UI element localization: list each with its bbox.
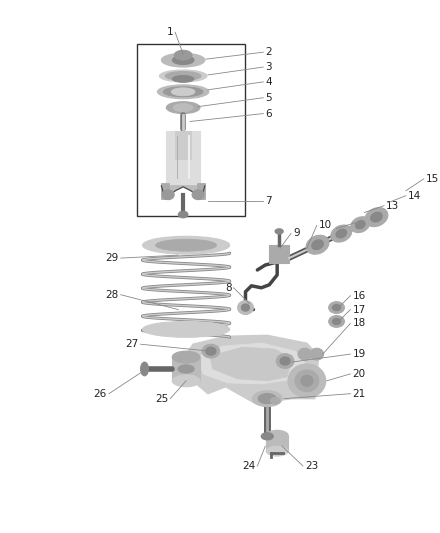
Ellipse shape	[166, 102, 200, 114]
Ellipse shape	[356, 221, 365, 229]
Text: 16: 16	[352, 290, 366, 301]
Text: 25: 25	[155, 394, 168, 403]
Ellipse shape	[301, 375, 313, 386]
Ellipse shape	[158, 85, 209, 99]
Text: 20: 20	[352, 369, 366, 379]
Bar	[166, 131, 200, 186]
Ellipse shape	[159, 70, 207, 82]
Ellipse shape	[288, 364, 326, 398]
Bar	[266, 435, 288, 451]
Ellipse shape	[206, 347, 216, 355]
Ellipse shape	[178, 365, 194, 373]
Ellipse shape	[280, 357, 290, 365]
Polygon shape	[181, 335, 319, 403]
Text: 13: 13	[386, 200, 400, 211]
Ellipse shape	[172, 351, 200, 363]
Ellipse shape	[310, 348, 324, 360]
Ellipse shape	[336, 229, 347, 238]
Ellipse shape	[351, 217, 370, 232]
Bar	[175, 131, 191, 159]
Polygon shape	[210, 347, 292, 381]
Ellipse shape	[276, 353, 294, 368]
Bar	[269, 245, 289, 263]
Ellipse shape	[329, 302, 345, 313]
Ellipse shape	[242, 304, 249, 311]
Ellipse shape	[172, 375, 200, 387]
Ellipse shape	[371, 212, 382, 222]
Ellipse shape	[143, 321, 230, 337]
Ellipse shape	[173, 103, 193, 111]
Ellipse shape	[333, 319, 341, 325]
Text: 7: 7	[265, 196, 272, 206]
Text: 28: 28	[106, 290, 119, 300]
Ellipse shape	[156, 239, 216, 251]
Ellipse shape	[171, 88, 195, 96]
Ellipse shape	[174, 50, 192, 60]
Bar	[197, 183, 205, 199]
Text: 24: 24	[242, 461, 255, 471]
Ellipse shape	[172, 55, 194, 64]
Ellipse shape	[275, 229, 283, 234]
Text: 19: 19	[352, 349, 366, 359]
Text: 1: 1	[167, 27, 173, 37]
Text: 4: 4	[265, 77, 272, 87]
Text: 23: 23	[305, 461, 318, 471]
Ellipse shape	[165, 71, 201, 80]
Text: 21: 21	[352, 389, 366, 399]
Ellipse shape	[163, 87, 203, 96]
Polygon shape	[198, 343, 305, 384]
Ellipse shape	[261, 433, 273, 440]
Ellipse shape	[140, 362, 148, 376]
Text: 9: 9	[293, 228, 300, 238]
Ellipse shape	[202, 344, 220, 358]
Ellipse shape	[270, 397, 280, 404]
Text: 3: 3	[265, 62, 272, 72]
Ellipse shape	[258, 394, 276, 403]
Text: 6: 6	[265, 109, 272, 118]
Ellipse shape	[192, 190, 204, 200]
Text: 29: 29	[106, 253, 119, 263]
Text: 8: 8	[225, 283, 231, 293]
Ellipse shape	[143, 236, 230, 254]
Text: 15: 15	[425, 174, 439, 184]
Text: 5: 5	[265, 93, 272, 103]
Text: 12: 12	[358, 217, 372, 228]
Ellipse shape	[178, 211, 188, 218]
Ellipse shape	[331, 225, 352, 242]
Ellipse shape	[333, 305, 341, 311]
Ellipse shape	[312, 240, 323, 249]
Ellipse shape	[238, 301, 253, 314]
Ellipse shape	[306, 235, 329, 254]
Text: 14: 14	[408, 191, 421, 201]
Ellipse shape	[295, 370, 319, 392]
Text: 18: 18	[352, 318, 366, 328]
Ellipse shape	[329, 316, 345, 327]
Text: 2: 2	[265, 47, 272, 57]
Ellipse shape	[266, 446, 288, 456]
Ellipse shape	[298, 348, 312, 360]
Bar	[161, 183, 169, 199]
Text: 27: 27	[125, 339, 139, 349]
Ellipse shape	[253, 391, 282, 407]
Text: 26: 26	[94, 389, 107, 399]
Polygon shape	[161, 186, 205, 199]
Ellipse shape	[266, 430, 288, 440]
Text: 17: 17	[352, 304, 366, 314]
Ellipse shape	[365, 207, 388, 227]
Bar	[172, 357, 200, 381]
Ellipse shape	[172, 76, 194, 83]
Ellipse shape	[161, 53, 205, 67]
Ellipse shape	[162, 190, 174, 200]
Text: 10: 10	[319, 221, 332, 230]
Bar	[136, 44, 246, 215]
